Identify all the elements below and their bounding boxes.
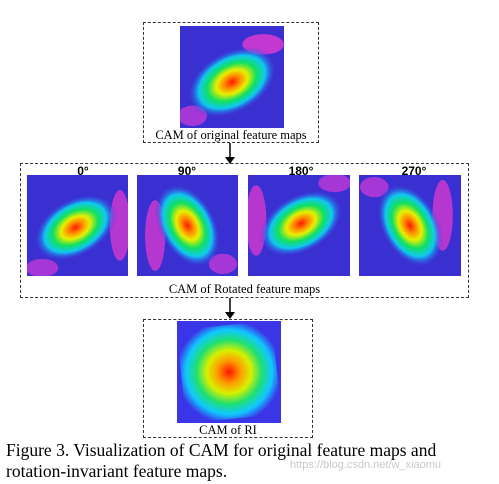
rotated-cam-0 [27, 175, 128, 276]
ri-cam-heatmap [177, 321, 281, 423]
watermark: https://blog.csdn.net/w_xiaomu [290, 459, 442, 471]
rotated-cam-270 [359, 175, 461, 276]
down-arrow-icon [225, 298, 235, 319]
rotated-cam-90 [137, 175, 238, 276]
angle-label-0: 0° [77, 164, 89, 178]
rotated-cam-label: CAM of Rotated feature maps [168, 282, 321, 296]
original-cam-label: CAM of original feature maps [155, 128, 307, 142]
angle-label-90: 90° [177, 164, 197, 178]
rotated-cam-180 [248, 175, 350, 276]
figure-caption: Figure 3. Visualization of CAM for origi… [6, 440, 437, 481]
rotated-cam-box [20, 163, 469, 298]
original-cam-heatmap [180, 26, 284, 128]
down-arrow-icon [225, 143, 235, 164]
ri-cam-box [143, 319, 313, 438]
angle-label-270: 270° [401, 164, 427, 178]
ri-cam-label: CAM of RI [199, 423, 257, 437]
original-cam-box [143, 22, 319, 143]
angle-label-180: 180° [288, 164, 314, 178]
